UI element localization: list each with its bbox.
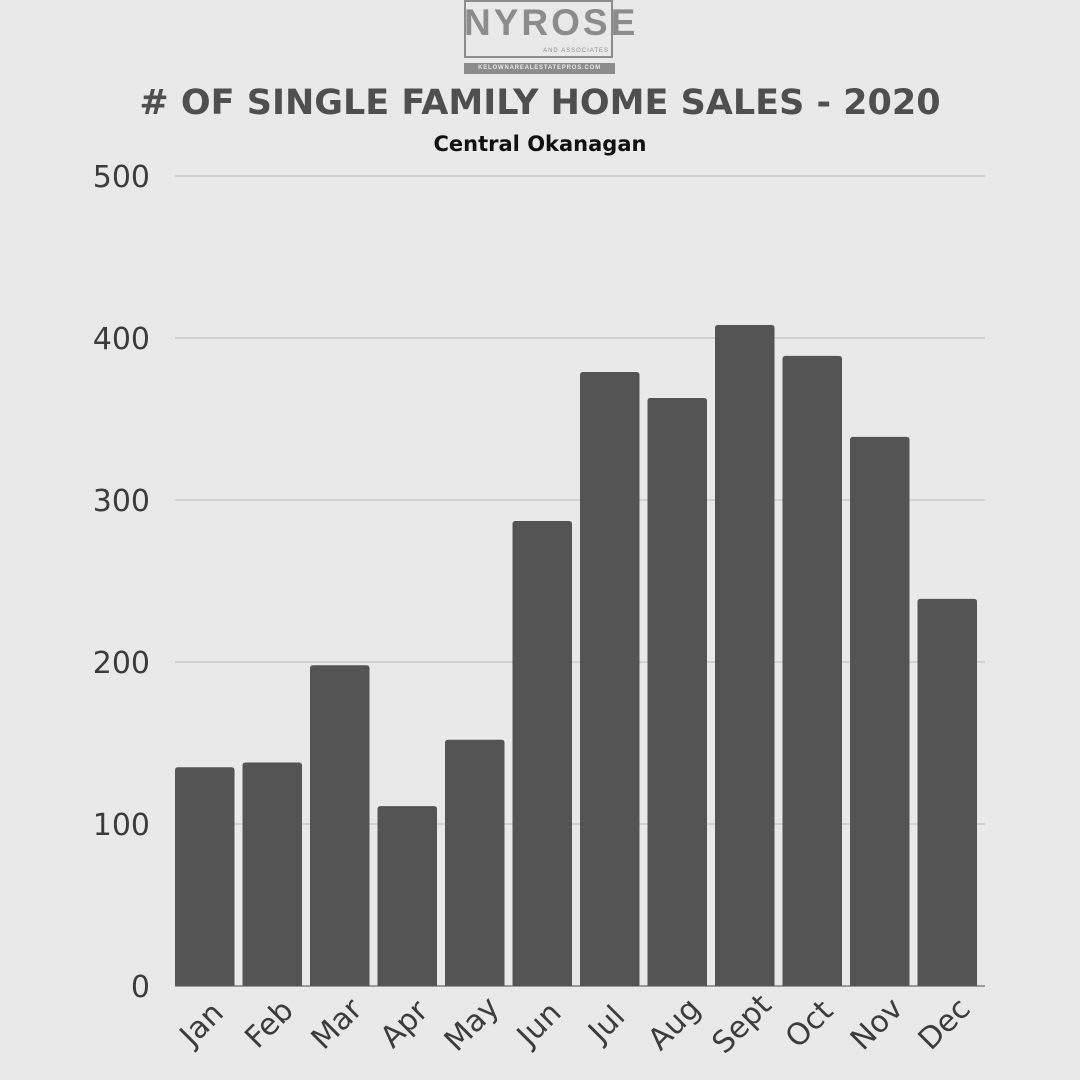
bar-dec xyxy=(917,598,977,986)
x-tick-label: May xyxy=(438,990,507,1059)
x-tick-label: Jan xyxy=(172,996,231,1055)
chart-title: # OF SINGLE FAMILY HOME SALES - 2020 xyxy=(139,83,941,123)
y-tick-label: 100 xyxy=(93,808,150,843)
x-tick-label: Jul xyxy=(580,999,632,1051)
bars xyxy=(175,325,977,986)
bar-feb xyxy=(242,762,302,986)
y-tick-label: 200 xyxy=(93,646,150,681)
bar-jan xyxy=(175,767,235,986)
logo-frame xyxy=(464,0,613,58)
y-axis-ticks: 0 100 200 300 400 500 xyxy=(93,160,150,1005)
bar-may xyxy=(445,739,505,986)
bar-aug xyxy=(647,397,707,986)
chart-subtitle: Central Okanagan xyxy=(433,132,647,156)
bar-jul xyxy=(580,372,640,986)
logo-name: NYROSE xyxy=(464,2,639,43)
x-tick-label: Aug xyxy=(641,991,707,1057)
bar-nov xyxy=(850,436,910,986)
y-tick-label: 300 xyxy=(93,484,150,519)
x-tick-label: Apr xyxy=(374,993,436,1055)
bar-mar xyxy=(310,665,370,986)
y-tick-label: 500 xyxy=(93,160,150,195)
bar-oct xyxy=(782,355,842,986)
bar-sept xyxy=(715,325,775,986)
logo-url: KELOWNAREALESTATEPROS.COM xyxy=(464,63,615,74)
bar-apr xyxy=(377,806,437,986)
x-tick-label: Mar xyxy=(305,991,370,1056)
bar-jun xyxy=(512,521,572,986)
x-tick-label: Jun xyxy=(509,995,568,1054)
x-tick-label: Sept xyxy=(706,988,779,1061)
y-tick-label: 0 xyxy=(131,970,150,1005)
brand-logo: NYROSE AND ASSOCIATES KELOWNAREALESTATEP… xyxy=(464,0,639,76)
y-tick-label: 400 xyxy=(93,322,150,357)
logo-tagline: AND ASSOCIATES xyxy=(541,47,611,55)
x-tick-label: Oct xyxy=(779,993,841,1055)
x-tick-label: Dec xyxy=(912,991,978,1057)
x-tick-label: Feb xyxy=(238,993,300,1055)
x-tick-label: Nov xyxy=(844,991,910,1057)
